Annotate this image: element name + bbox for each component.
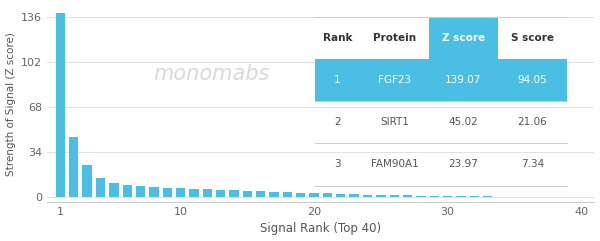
Text: 21.06: 21.06 (518, 117, 547, 127)
Bar (96, 178, 105, 197)
Y-axis label: Strength of Signal (Z score): Strength of Signal (Z score) (5, 32, 16, 176)
Bar (109, 183, 119, 197)
Bar (470, 196, 479, 197)
Bar (443, 196, 452, 197)
Bar (56, 13, 65, 197)
Bar (69, 137, 79, 197)
Text: 139.07: 139.07 (445, 75, 482, 85)
Text: FAM90A1: FAM90A1 (371, 160, 418, 169)
Bar (82, 165, 92, 197)
Text: 3: 3 (334, 160, 341, 169)
Bar (163, 188, 172, 197)
Text: 45.02: 45.02 (449, 117, 478, 127)
Bar (416, 196, 425, 197)
Text: S score: S score (511, 33, 554, 43)
Text: monomabs: monomabs (153, 64, 269, 84)
Bar (430, 196, 439, 197)
Bar (136, 186, 145, 197)
Text: FGF23: FGF23 (378, 75, 411, 85)
Bar (149, 187, 158, 197)
Text: 7.34: 7.34 (521, 160, 544, 169)
Bar (349, 194, 359, 197)
Text: SIRT1: SIRT1 (380, 117, 409, 127)
Text: 94.05: 94.05 (518, 75, 547, 85)
Bar (403, 195, 412, 197)
Bar (216, 190, 226, 197)
X-axis label: Signal Rank (Top 40): Signal Rank (Top 40) (260, 222, 382, 235)
Bar (203, 189, 212, 197)
Bar (336, 194, 346, 197)
Text: Z score: Z score (442, 33, 485, 43)
Text: 1: 1 (334, 75, 341, 85)
Text: 23.97: 23.97 (449, 160, 478, 169)
Bar (376, 195, 386, 197)
Bar (122, 185, 132, 197)
Bar (189, 189, 199, 197)
Bar (283, 192, 292, 197)
Bar (389, 195, 399, 197)
Bar (323, 194, 332, 197)
Bar (363, 195, 372, 197)
Bar (229, 190, 239, 197)
Bar (483, 196, 493, 197)
Text: Rank: Rank (323, 33, 352, 43)
Bar (242, 191, 252, 197)
Bar (256, 191, 265, 197)
Bar (269, 192, 279, 197)
Bar (456, 196, 466, 197)
Text: Protein: Protein (373, 33, 416, 43)
Bar (310, 193, 319, 197)
Bar (296, 193, 305, 197)
Text: 2: 2 (334, 117, 341, 127)
Bar (176, 188, 185, 197)
